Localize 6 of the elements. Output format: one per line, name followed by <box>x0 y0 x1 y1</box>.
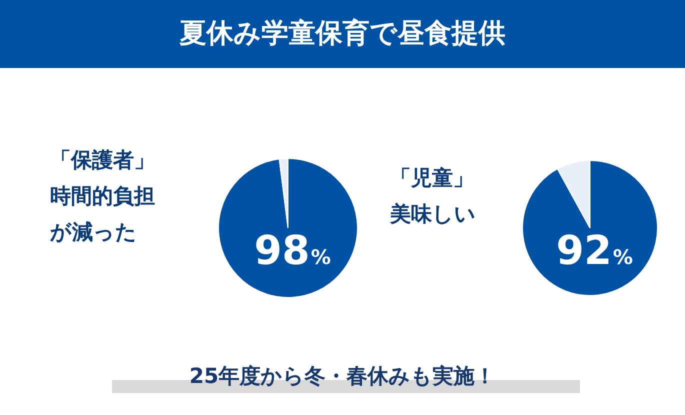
data-label: 98% <box>254 228 331 274</box>
text: 「児童」美味しい <box>390 165 477 228</box>
text: 「保護者」時間的負担が減った <box>50 147 156 246</box>
text: 25年度から冬・春休みも実施！ <box>188 363 497 390</box>
chart-title: 夏休み学童保育で昼食提供 <box>0 0 685 68</box>
data-label: 92% <box>556 228 633 274</box>
